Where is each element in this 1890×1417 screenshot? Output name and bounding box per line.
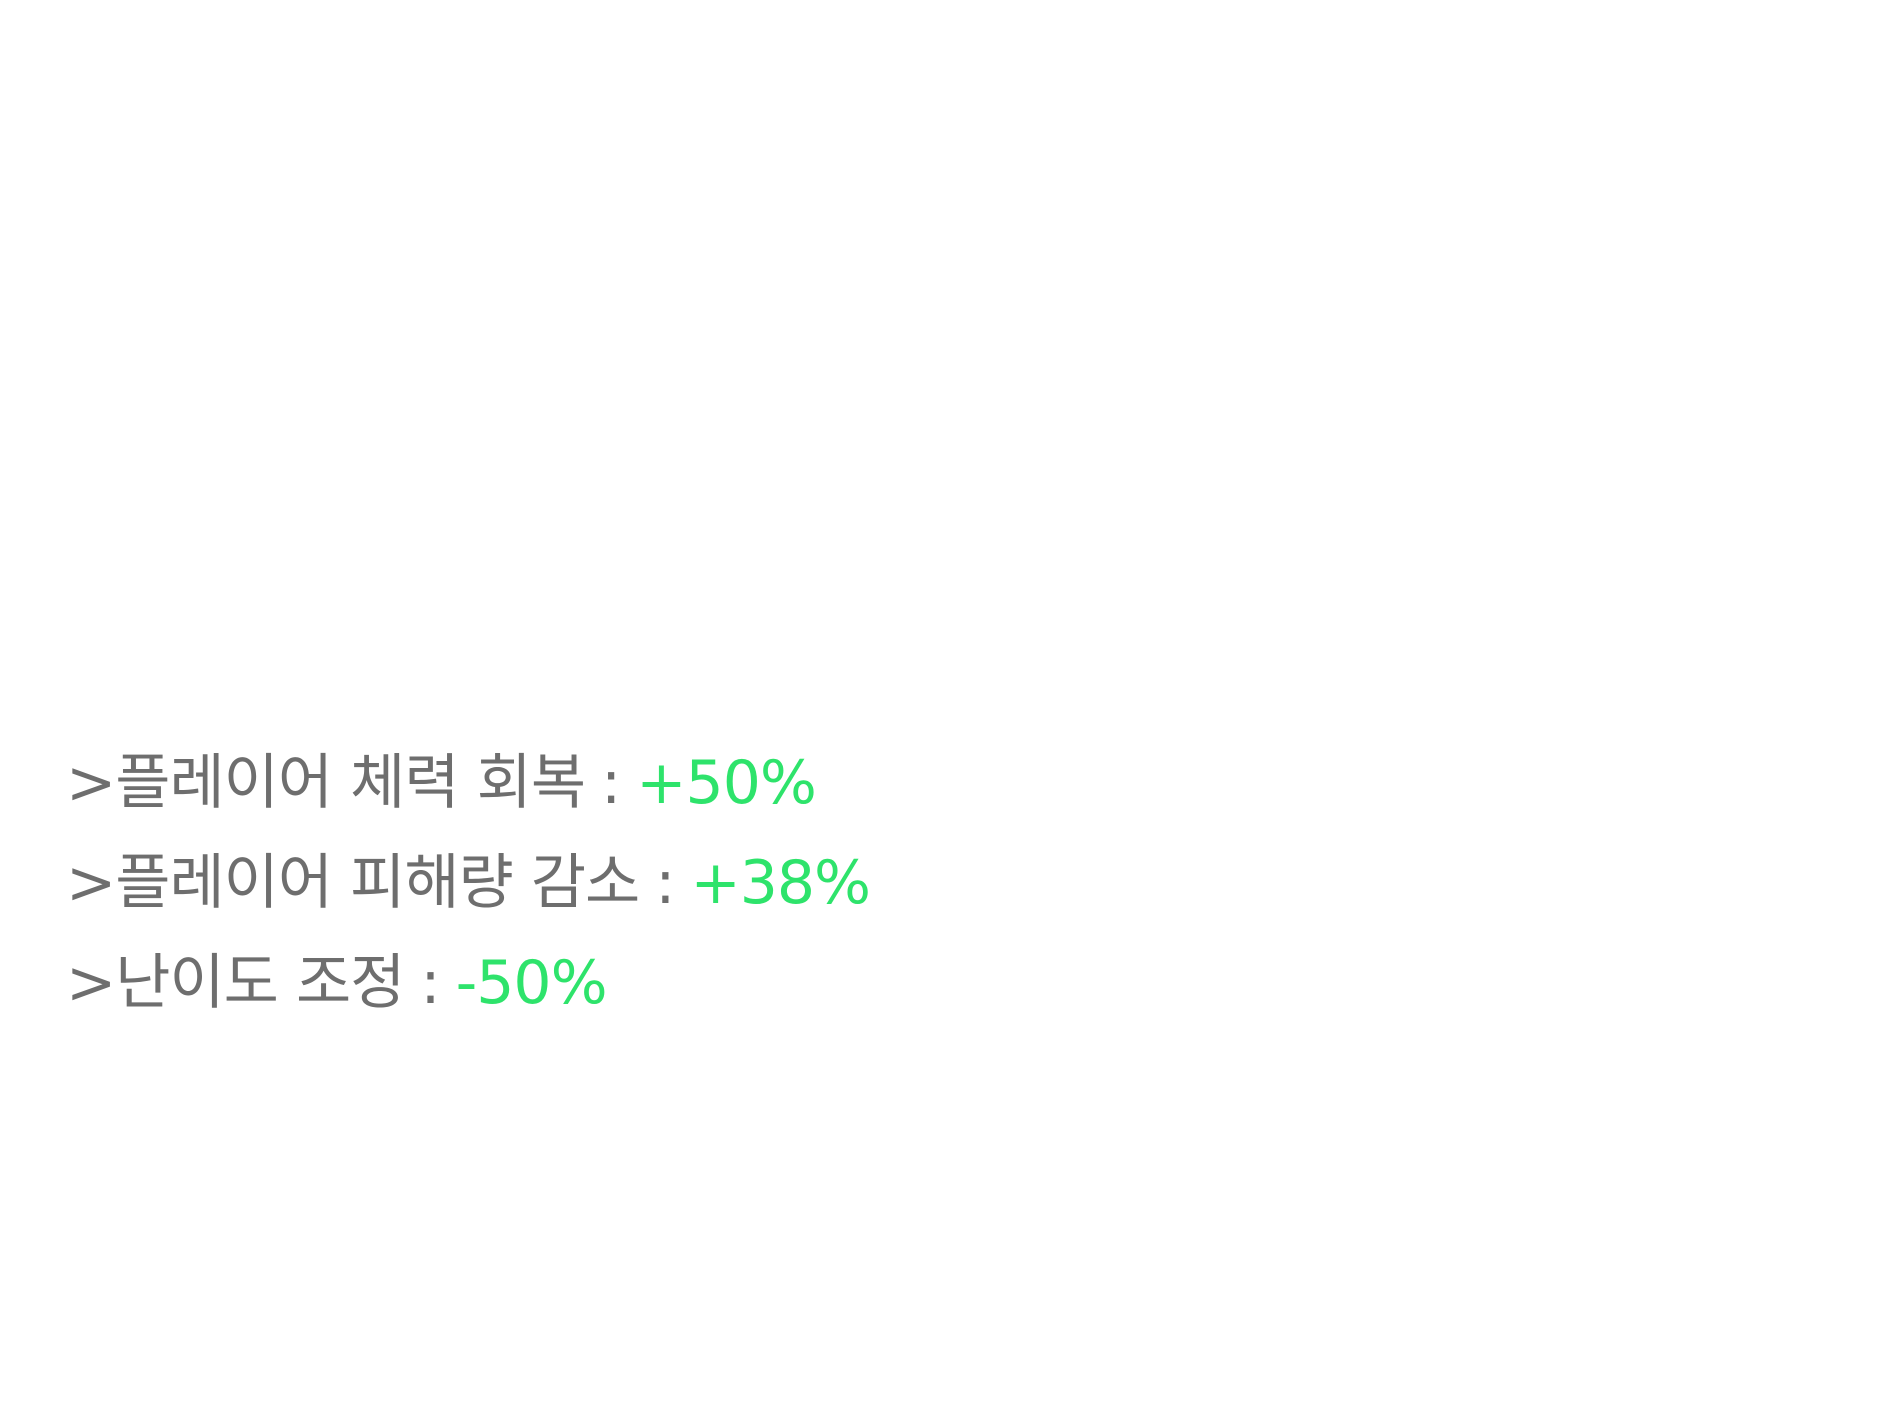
stat-label: >플레이어 피해량 감소 [66, 848, 640, 918]
stat-line-damage-reduction: >플레이어 피해량 감소 : +38% [66, 848, 871, 918]
stat-label: >플레이어 체력 회복 [66, 748, 586, 818]
stat-modifier-list: >플레이어 체력 회복 : +50% >플레이어 피해량 감소 : +38% >… [66, 752, 871, 1014]
stat-value: -50% [455, 948, 608, 1018]
stat-line-health-recovery: >플레이어 체력 회복 : +50% [66, 752, 870, 814]
stat-value: +50% [636, 748, 817, 818]
stat-separator: : [655, 848, 675, 918]
stat-separator: : [601, 748, 621, 818]
stat-value: +38% [690, 848, 871, 918]
stat-label: >난이도 조정 [66, 948, 405, 1018]
stat-separator: : [420, 948, 440, 1018]
stat-line-difficulty-adjust: >난이도 조정 : -50% [66, 952, 870, 1014]
